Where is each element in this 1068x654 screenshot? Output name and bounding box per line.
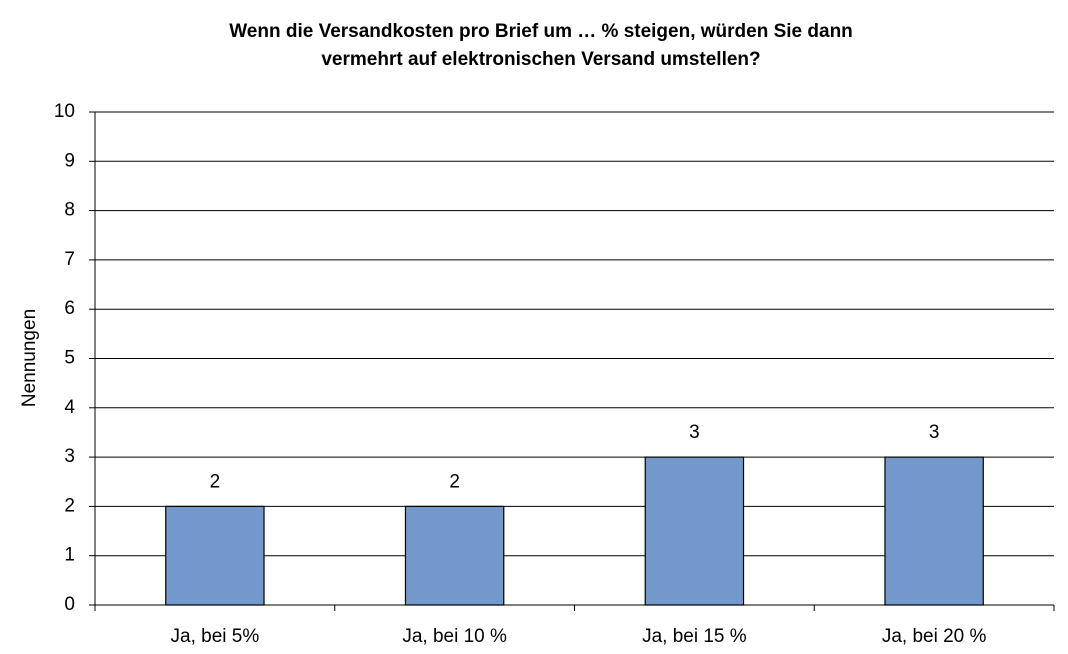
y-tick-label: 0 [64,594,75,615]
x-tick-label: Ja, bei 5% [171,626,260,647]
data-label: 2 [449,471,460,492]
y-tick-label: 4 [64,397,75,418]
y-tick-label: 5 [64,348,75,369]
y-axis-label: Nennungen [19,309,40,407]
chart-title: vermehrt auf elektronischen Versand umst… [321,49,760,70]
y-tick-label: 7 [64,249,75,270]
x-tick-label: Ja, bei 20 % [882,626,987,647]
y-tick-label: 8 [64,200,75,221]
y-tick-label: 6 [64,298,75,319]
y-tick-label: 1 [64,545,75,566]
bar [644,456,745,606]
x-tick-label: Ja, bei 10 % [402,626,507,647]
y-tick-label: 10 [54,101,75,122]
bar [165,505,265,606]
y-tick-label: 3 [64,446,75,467]
bar [884,456,984,606]
x-tick-label: Ja, bei 15 % [642,626,747,647]
chart-title: Wenn die Versandkosten pro Brief um … % … [229,21,853,42]
y-tick-label: 2 [64,495,75,516]
data-label: 3 [929,422,940,443]
y-tick-label: 9 [64,150,75,171]
bar [404,505,505,606]
data-label: 3 [689,422,700,443]
data-label: 2 [210,471,221,492]
